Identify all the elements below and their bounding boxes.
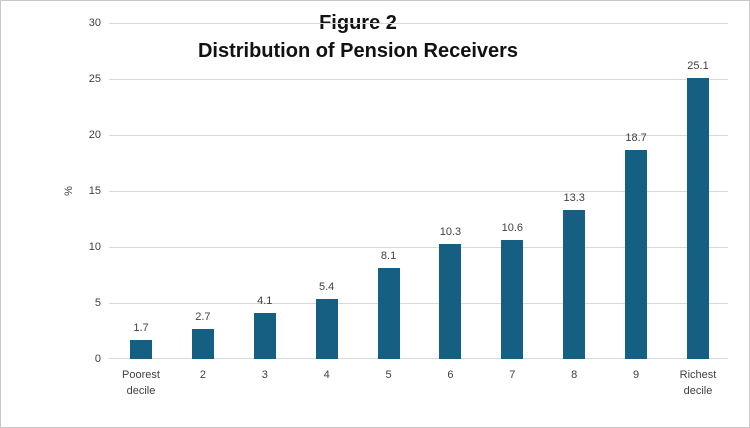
bar-5 [377,268,400,359]
bar-value-label-1: 1.7 [133,321,149,334]
x-tick-label-9: 9 [633,369,640,381]
x-tick-label-8: 8 [571,369,578,381]
bar-value-label-10: 25.1 [687,59,709,72]
y-tick-label-20: 20 [88,128,101,141]
gridline-y-5 [109,303,728,304]
y-tick-label-25: 25 [88,72,101,85]
bar-8 [563,210,586,359]
bar-value-label-5: 8.1 [380,250,397,263]
bar-value-label-4: 5.4 [319,280,335,293]
bar-value-label-7: 10.6 [501,222,524,235]
y-tick-label-10: 10 [88,240,101,253]
y-tick-label-15: 15 [88,184,101,197]
bar-value-label-8: 13.3 [563,192,585,205]
gridline-y-25 [109,79,728,80]
gridline-y-20 [109,135,728,136]
bar-value-label-3: 4.1 [257,295,273,308]
bar-2 [191,328,214,359]
y-tick-label-0: 0 [94,352,101,365]
bar-7 [501,240,524,359]
gridline-y-0 [109,358,728,359]
bar-6 [439,243,462,359]
bar-9 [625,149,648,359]
bar-4 [315,298,338,359]
x-tick-label-7: 7 [509,369,516,381]
bar-1 [130,339,152,359]
chart-title-line2: Distribution of Pension Receivers [197,40,519,62]
x-tick-label-5: 5 [385,369,392,381]
plot-area: 1.7 2.7 4.1 5.4 8.1 10.3 10.6 13.3 18.7 25.1 [109,23,728,359]
y-tick-label-5: 5 [94,296,101,309]
bar-value-label-6: 10.3 [439,225,462,238]
x-tick-label-10: Richest decile [679,369,717,397]
bar-10 [687,77,709,359]
gridline-y-15 [109,191,728,192]
x-tick-label-3: 3 [261,369,268,381]
x-tick-label-2: 2 [199,369,206,381]
y-tick-label-30: 30 [88,16,101,29]
gridline-y-10 [109,247,728,248]
x-tick-label-4: 4 [323,369,330,381]
bar-value-label-9: 18.7 [625,131,647,144]
x-tick-label-1: Poorest decile [122,369,160,397]
bar-3 [253,313,276,359]
bar-value-label-2: 2.7 [195,310,211,323]
gridline-y-30 [109,23,728,24]
x-tick-label-6: 6 [447,369,454,381]
